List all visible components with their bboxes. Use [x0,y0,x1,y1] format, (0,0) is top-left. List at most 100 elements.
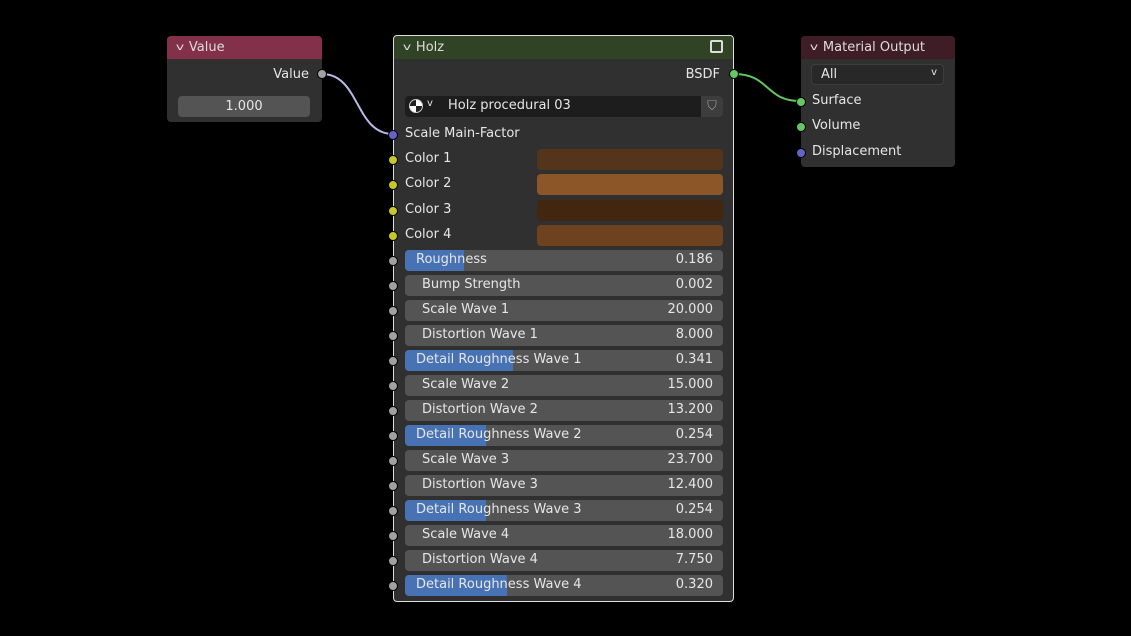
value-output-label: Value [273,67,309,82]
material-name[interactable]: Holz procedural 03 [448,98,571,113]
slider[interactable]: Detail Roughness Wave 2 0.254 [405,425,723,446]
field-value: 8.000 [675,327,713,342]
field-label: Detail Roughness Wave 1 [416,352,582,367]
color-socket[interactable] [388,155,398,165]
field-value: 20.000 [667,302,714,317]
field-socket[interactable] [388,506,398,516]
field-label: Distortion Wave 3 [422,477,538,492]
value-node-header[interactable]: v Value [167,36,322,59]
field-label: Detail Roughness Wave 4 [416,577,582,592]
chevron-down-icon[interactable]: v [427,98,433,109]
field-value: 0.002 [675,277,713,292]
value-output-socket[interactable] [317,69,327,79]
number-field[interactable]: Scale Wave 2 15.000 [405,375,723,396]
color-swatch[interactable] [537,174,723,196]
number-field[interactable]: Distortion Wave 3 12.400 [405,475,723,496]
material-preview-icon[interactable] [409,99,423,113]
field-label: Roughness [416,252,487,267]
field-value: 13.200 [667,402,714,417]
displacement-label: Displacement [812,144,902,159]
field-label: Scale Wave 4 [422,527,510,542]
chevron-down-icon[interactable]: v [175,42,185,53]
scale-main-factor-socket[interactable] [388,130,398,140]
field-label: Distortion Wave 1 [422,327,538,342]
slider-fill [405,350,514,371]
fake-user-shield-icon[interactable]: ⛉ [701,96,723,117]
surface-socket[interactable] [796,97,806,107]
field-label: Distortion Wave 4 [422,552,538,567]
slider[interactable]: Detail Roughness Wave 3 0.254 [405,500,723,521]
slider[interactable]: Detail Roughness Wave 4 0.320 [405,575,723,596]
displacement-socket[interactable] [796,148,806,158]
field-value: 0.341 [675,352,713,367]
field-socket[interactable] [388,481,398,491]
chevron-down-icon: v [931,67,937,78]
field-value: 0.320 [675,577,713,592]
chevron-down-icon[interactable]: v [402,42,412,53]
color-label: Color 2 [405,176,452,192]
slider[interactable]: Detail Roughness Wave 1 0.341 [405,350,723,371]
bsdf-output-socket[interactable] [729,69,739,79]
field-socket[interactable] [388,431,398,441]
color-swatch[interactable] [537,224,723,246]
field-value: 0.254 [675,427,713,442]
holz-node-header[interactable]: v Holz [394,36,733,59]
field-socket[interactable] [388,256,398,266]
color-swatch[interactable] [537,199,723,221]
field-socket[interactable] [388,331,398,341]
material-output-header[interactable]: v Material Output [801,36,955,59]
slider-fill [405,425,486,446]
link-bsdf-to-surface [733,73,801,102]
slider-fill [405,500,486,521]
color-label: Color 3 [405,201,452,217]
field-value: 0.186 [675,252,713,267]
color-socket[interactable] [388,230,398,241]
field-socket[interactable] [388,381,398,391]
slider-fill [405,575,507,596]
color-swatch[interactable] [537,149,723,170]
field-label: Distortion Wave 2 [422,402,538,417]
scale-main-factor-label: Scale Main-Factor [405,126,520,141]
field-socket[interactable] [388,356,398,366]
field-label: Detail Roughness Wave 2 [416,427,582,442]
field-socket[interactable] [388,456,398,466]
field-socket[interactable] [388,556,398,566]
slider[interactable]: Roughness 0.186 [405,250,723,271]
number-field[interactable]: Scale Wave 1 20.000 [405,300,723,321]
target-dropdown[interactable]: All v [811,64,944,85]
number-field[interactable]: Distortion Wave 2 13.200 [405,400,723,421]
value-field[interactable]: 1.000 [178,96,310,117]
chevron-down-icon[interactable]: v [809,42,819,53]
number-field[interactable]: Bump Strength 0.002 [405,275,723,296]
field-label: Scale Wave 1 [422,302,510,317]
field-socket[interactable] [388,406,398,416]
material-selector[interactable]: v Holz procedural 03 ⛉ [405,96,723,117]
number-field[interactable]: Distortion Wave 4 7.750 [405,550,723,571]
field-value: 15.000 [667,377,714,392]
color-socket[interactable] [388,205,398,216]
number-field[interactable]: Distortion Wave 1 8.000 [405,325,723,346]
field-value: 23.700 [667,452,714,467]
bsdf-output-label: BSDF [685,67,720,82]
node-group-icon[interactable] [710,40,723,53]
field-socket[interactable] [388,306,398,316]
number-field[interactable]: Scale Wave 4 18.000 [405,525,723,546]
number-field[interactable]: Scale Wave 3 23.700 [405,450,723,471]
field-value: 0.254 [675,502,713,517]
value-node[interactable]: v Value Value 1.000 [167,36,327,122]
surface-label: Surface [812,93,862,108]
field-socket[interactable] [388,581,398,591]
slider-fill [405,250,465,271]
field-socket[interactable] [388,531,398,541]
material-output-node[interactable]: v Material Output All v Surface Volume Di… [796,36,955,167]
color-socket[interactable] [388,180,398,191]
holz-node[interactable]: v Holz BSDF v Holz procedural 03 ⛉ Scale … [388,35,739,602]
field-label: Detail Roughness Wave 3 [416,502,582,517]
field-value: 12.400 [667,477,714,492]
field-socket[interactable] [388,281,398,291]
field-label: Bump Strength [422,277,521,292]
volume-socket[interactable] [796,122,806,132]
link-value-to-scale [321,73,394,135]
color-label: Color 4 [405,226,452,242]
